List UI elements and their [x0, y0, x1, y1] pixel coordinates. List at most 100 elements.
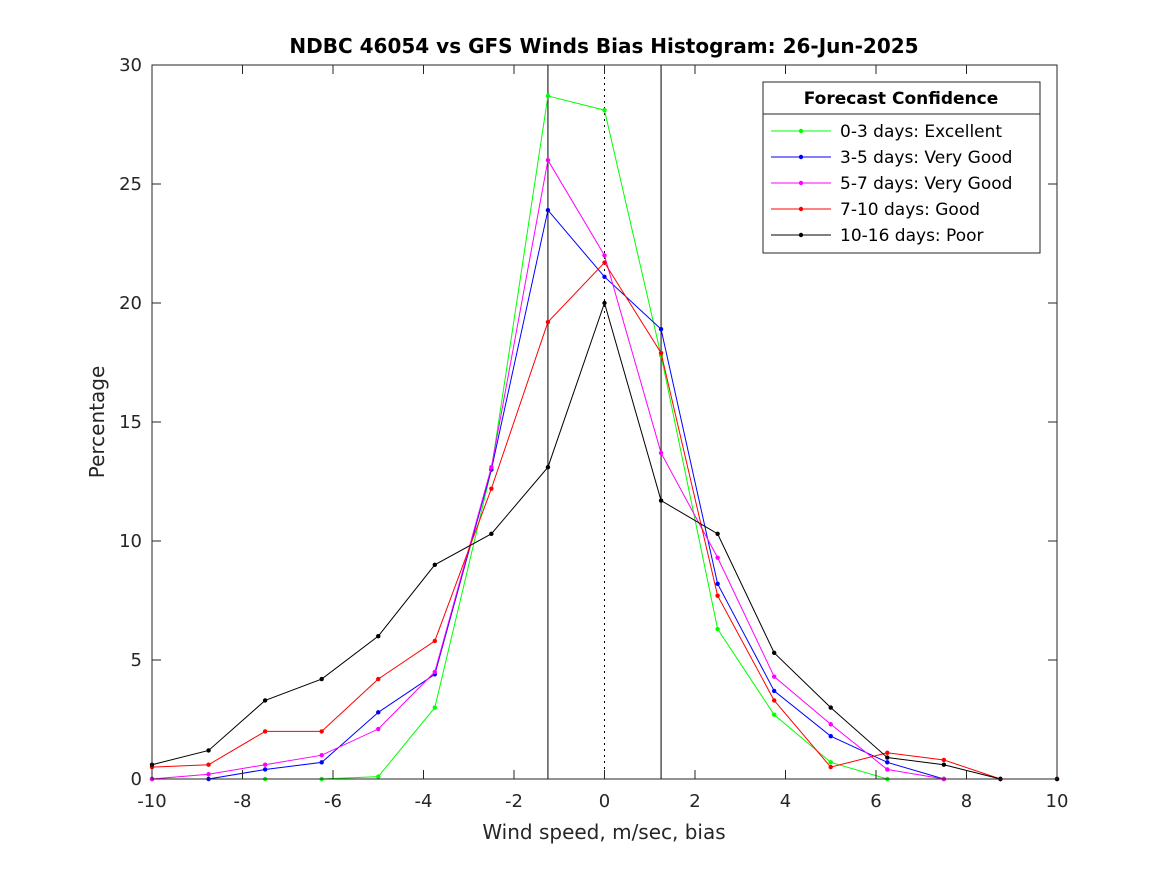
data-point [828, 764, 833, 770]
data-point [658, 498, 664, 503]
data-point [489, 486, 494, 491]
legend-swatch-marker [798, 128, 804, 134]
data-point [715, 593, 720, 598]
x-tick-label: -4 [415, 791, 433, 812]
data-point [715, 581, 720, 587]
data-point [376, 676, 381, 682]
data-point [376, 710, 381, 715]
data-point [658, 450, 664, 456]
data-point [545, 207, 551, 213]
data-point [489, 465, 494, 470]
data-point [206, 762, 211, 767]
legend-swatch-marker [798, 206, 804, 212]
data-point [941, 757, 947, 763]
data-point [715, 555, 720, 560]
x-tick-label: 2 [689, 791, 700, 812]
y-axis-ticks: 0 5 10 15 20 25 30 [119, 55, 1057, 790]
data-point [771, 712, 777, 717]
data-point [376, 634, 381, 639]
data-point [658, 350, 664, 356]
data-point [828, 722, 833, 727]
data-point [771, 698, 777, 703]
legend: Forecast Confidence 0-3 days: Excellent 3… [762, 81, 1041, 254]
legend-title: Forecast Confidence [804, 89, 999, 109]
data-point [206, 772, 211, 777]
y-tick-label: 30 [119, 55, 142, 76]
legend-entry: 0-3 days: Excellent [771, 122, 1002, 142]
legend-label: 7-10 days: Good [840, 200, 980, 220]
data-point [545, 465, 551, 470]
data-point [319, 676, 324, 682]
x-tick-label: 6 [870, 791, 881, 812]
data-point [319, 760, 324, 765]
legend-entries: 0-3 days: Excellent 3-5 days: Very Good 5-… [771, 122, 1012, 246]
legend-swatch-marker [798, 154, 804, 160]
data-point [658, 326, 664, 332]
data-point [715, 626, 720, 632]
x-axis-ticks: -10 -8 -6 -4 -2 0 2 4 6 8 10 [137, 65, 1068, 812]
data-point [602, 274, 607, 280]
data-point [376, 726, 381, 732]
x-tick-label: -10 [137, 791, 166, 812]
x-tick-label: 10 [1046, 791, 1069, 812]
legend-label: 0-3 days: Excellent [840, 122, 1002, 142]
data-point [828, 760, 833, 765]
x-tick-label: -6 [324, 791, 342, 812]
data-point [885, 755, 890, 760]
data-point [885, 767, 890, 772]
y-tick-label: 5 [131, 650, 142, 671]
series-4 [149, 300, 1060, 782]
data-point [545, 158, 551, 163]
y-tick-label: 25 [119, 174, 142, 195]
data-point [489, 531, 494, 537]
chart-title: NDBC 46054 vs GFS Winds Bias Histogram: … [289, 34, 918, 58]
legend-swatch-marker [798, 232, 804, 238]
x-tick-label: 0 [599, 791, 610, 812]
data-point [828, 705, 833, 710]
legend-label: 3-5 days: Very Good [840, 148, 1012, 168]
data-point [432, 562, 438, 567]
data-point [771, 674, 777, 679]
y-tick-label: 10 [119, 531, 142, 552]
y-tick-label: 15 [119, 412, 142, 433]
x-axis-label: Wind speed, m/sec, bias [482, 820, 725, 844]
data-point [602, 260, 607, 265]
data-point [885, 760, 890, 765]
data-point [432, 638, 438, 644]
data-point [262, 729, 268, 734]
data-point [602, 253, 607, 258]
legend-entry: 7-10 days: Good [771, 200, 980, 220]
legend-swatch-marker [798, 180, 804, 186]
data-point [206, 748, 211, 753]
legend-entry: 3-5 days: Very Good [771, 148, 1012, 168]
x-tick-label: -8 [234, 791, 252, 812]
y-tick-label: 0 [131, 769, 142, 790]
reference-lines [547, 65, 662, 779]
data-point [262, 762, 268, 767]
legend-entry: 10-16 days: Poor [771, 226, 984, 246]
data-point [262, 767, 268, 772]
data-point [432, 669, 438, 675]
data-point [602, 108, 607, 113]
legend-label: 10-16 days: Poor [840, 226, 984, 246]
data-point [319, 753, 324, 758]
x-tick-label: 8 [961, 791, 972, 812]
data-point [376, 774, 381, 779]
data-point [771, 650, 777, 656]
y-tick-label: 20 [119, 293, 142, 314]
y-axis-label: Percentage [85, 366, 109, 479]
x-tick-label: 4 [780, 791, 791, 812]
data-point [319, 729, 324, 734]
data-point [545, 319, 551, 325]
data-point [771, 688, 777, 694]
data-point [602, 300, 607, 306]
data-point [941, 762, 947, 767]
data-point [828, 733, 833, 739]
data-point [432, 705, 438, 710]
data-point [715, 531, 720, 537]
data-point [545, 93, 551, 99]
x-tick-label: -2 [505, 791, 523, 812]
data-point [262, 698, 268, 703]
legend-title-box [762, 81, 1041, 115]
